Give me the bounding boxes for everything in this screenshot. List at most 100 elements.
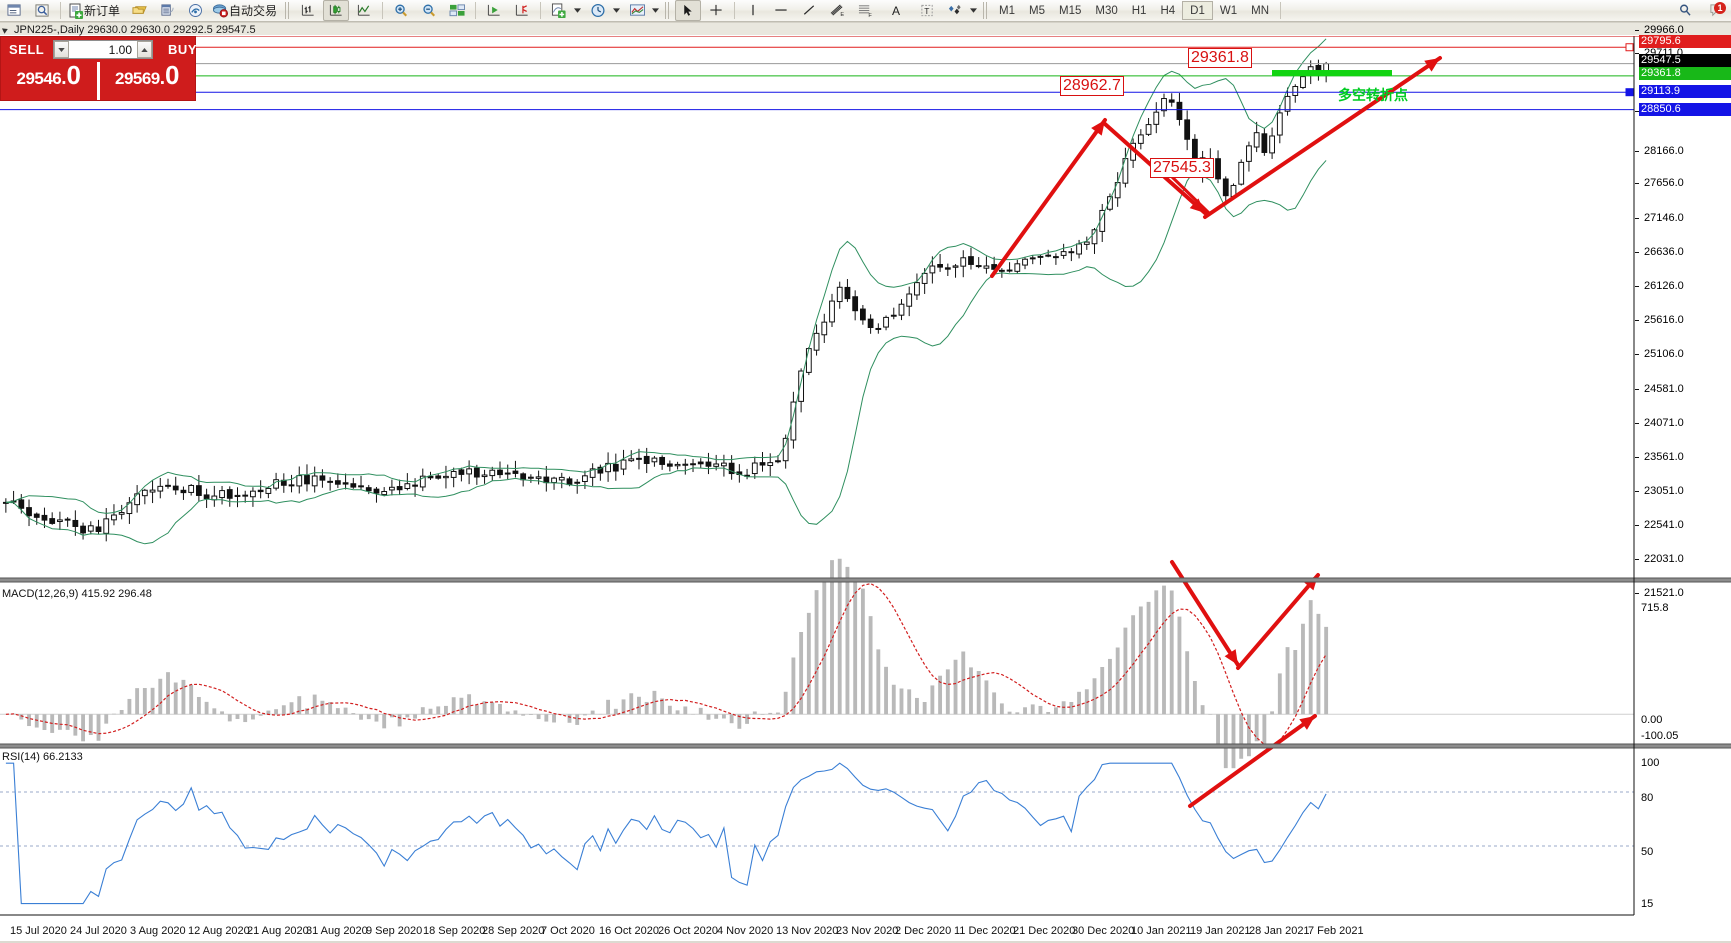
price-tick-14: 22541.0 — [1644, 519, 1684, 531]
date-label-8: 28 Sep 2020 — [482, 925, 545, 937]
timeframe-m30[interactable]: M30 — [1095, 4, 1118, 17]
new-order-button[interactable]: 新订单 — [66, 0, 124, 21]
date-label-16: 11 Dec 2020 — [954, 925, 1016, 937]
buy-price-separator: . — [159, 68, 166, 89]
date-label-3: 12 Aug 2020 — [188, 925, 250, 937]
templates-dropdown-icon[interactable] — [651, 8, 660, 13]
timeframe-w1[interactable]: W1 — [1219, 4, 1238, 17]
cursor-icon[interactable] — [675, 0, 702, 21]
date-label-9: 7 Oct 2020 — [541, 925, 595, 937]
volume-stepper[interactable]: 1.00 — [53, 40, 153, 59]
period-icon[interactable] — [585, 0, 611, 21]
trendline-icon[interactable] — [796, 0, 822, 21]
alerts-badge[interactable]: 1 — [1707, 1, 1726, 19]
navigator-icon[interactable] — [182, 0, 208, 21]
timeframe-h1[interactable]: H1 — [1131, 4, 1147, 17]
svg-text:E: E — [840, 12, 844, 18]
buy-price-fraction: 0 — [165, 60, 180, 90]
trade-panel-top-row: SELL 1.00 BUY — [1, 37, 197, 62]
toolbar-separator-2 — [382, 2, 384, 19]
shapes-icon[interactable] — [942, 0, 968, 21]
toolbar-grip-2[interactable] — [665, 2, 672, 19]
timeframe-m15[interactable]: M15 — [1059, 4, 1082, 17]
buy-button[interactable]: BUY — [168, 42, 197, 57]
sell-button[interactable]: SELL — [9, 42, 45, 57]
folder-icon[interactable] — [126, 0, 152, 21]
shift-end-icon[interactable] — [481, 0, 507, 21]
price-tick-7: 26126.0 — [1644, 280, 1684, 292]
bar-chart-icon[interactable] — [295, 0, 321, 21]
toolbar-separator-6 — [1280, 2, 1281, 19]
toolbar-grip-3[interactable] — [983, 2, 990, 19]
line-chart-icon[interactable] — [351, 0, 377, 21]
price-tick-mark — [1635, 593, 1639, 594]
indicators-dropdown-icon[interactable] — [573, 8, 582, 13]
indicators-icon[interactable] — [546, 0, 572, 21]
toolbar-grip[interactable] — [285, 2, 292, 19]
horizontal-line-icon[interactable] — [768, 0, 794, 21]
svg-text:T: T — [924, 6, 929, 16]
sell-price[interactable]: 29546 . 0 — [1, 62, 97, 90]
price-level-29113.9[interactable]: 29113.9 — [1639, 85, 1731, 98]
volume-down-icon[interactable] — [54, 41, 69, 58]
rsi-scale-2: 50 — [1641, 846, 1654, 858]
date-label-19: 10 Jan 2021 — [1131, 925, 1192, 937]
grid-icon[interactable] — [444, 0, 470, 21]
price-tick-0: 29966.0 — [1644, 24, 1684, 36]
zoom-in-icon[interactable] — [388, 0, 414, 21]
equidistant-channel-icon[interactable]: E — [824, 0, 850, 21]
market-watch-icon[interactable] — [29, 0, 55, 21]
price-tick-mark — [1635, 354, 1639, 355]
price-tick-4: 27656.0 — [1644, 177, 1684, 189]
price-level-28850.6[interactable]: 28850.6 — [1639, 103, 1731, 116]
search-icon[interactable] — [1672, 0, 1698, 21]
price-tick-mark — [1635, 252, 1639, 253]
buy-price[interactable]: 29569 . 0 — [100, 62, 196, 90]
period-dropdown-icon[interactable] — [612, 8, 621, 13]
text-icon[interactable]: A — [892, 3, 901, 18]
macd-label: MACD(12,26,9) 415.92 296.48 — [2, 588, 152, 600]
horizontal-scrollbar[interactable] — [0, 941, 1731, 943]
price-tick-5: 27146.0 — [1644, 212, 1684, 224]
price-tick-9: 25106.0 — [1644, 348, 1684, 360]
fibonacci-icon[interactable]: F — [852, 0, 878, 21]
price-level-29547.5[interactable]: 29547.5 — [1639, 54, 1731, 67]
timeframe-mn[interactable]: MN — [1251, 4, 1269, 17]
date-label-20: 19 Jan 2021 — [1190, 925, 1251, 937]
chart-title: JPN225-,Daily 29630.0 29630.0 29292.5 29… — [14, 24, 256, 36]
price-tick-mark — [1635, 525, 1639, 526]
macd-scale-2: -100.05 — [1641, 730, 1679, 742]
vertical-line-icon[interactable] — [740, 0, 766, 21]
timeframe-m5[interactable]: M5 — [1029, 4, 1045, 17]
chart-graphics — [0, 36, 1731, 916]
price-tick-6: 26636.0 — [1644, 246, 1684, 258]
date-label-18: 30 Dec 2020 — [1072, 925, 1135, 937]
shapes-dropdown-icon[interactable] — [969, 8, 978, 13]
date-label-10: 16 Oct 2020 — [599, 925, 659, 937]
price-level-29361.8[interactable]: 29361.8 — [1639, 67, 1731, 80]
timeframe-d1[interactable]: D1 — [1182, 1, 1213, 20]
date-label-12: 4 Nov 2020 — [717, 925, 774, 937]
price-level-29795.6[interactable]: 29795.6 — [1639, 35, 1731, 48]
timeframe-m1[interactable]: M1 — [999, 4, 1016, 17]
autotrading-button[interactable]: 自动交易 — [210, 0, 281, 21]
templates-icon[interactable] — [624, 0, 650, 21]
crosshair-icon[interactable] — [703, 0, 729, 21]
price-tick-mark — [1635, 183, 1639, 184]
terminal-icon[interactable] — [1, 0, 27, 21]
toolbar-separator-3 — [475, 2, 477, 19]
label-icon[interactable]: T — [914, 0, 940, 21]
candlestick-chart-icon[interactable] — [323, 0, 350, 21]
trade-panel-divider — [96, 62, 100, 100]
zoom-out-icon[interactable] — [416, 0, 442, 21]
chart-canvas-area[interactable] — [0, 36, 1731, 943]
timeframe-h4[interactable]: H4 — [1160, 4, 1176, 17]
chart-window-header — [0, 22, 1731, 35]
volume-up-icon[interactable] — [137, 41, 152, 58]
data-window-icon[interactable] — [154, 0, 180, 21]
volume-input[interactable]: 1.00 — [108, 42, 132, 57]
price-tick-mark — [1635, 111, 1639, 112]
trade-panel-price-row: 29546 . 0 29569 . 0 — [1, 62, 195, 100]
date-label-17: 21 Dec 2020 — [1013, 925, 1076, 937]
auto-scroll-icon[interactable] — [509, 0, 535, 21]
